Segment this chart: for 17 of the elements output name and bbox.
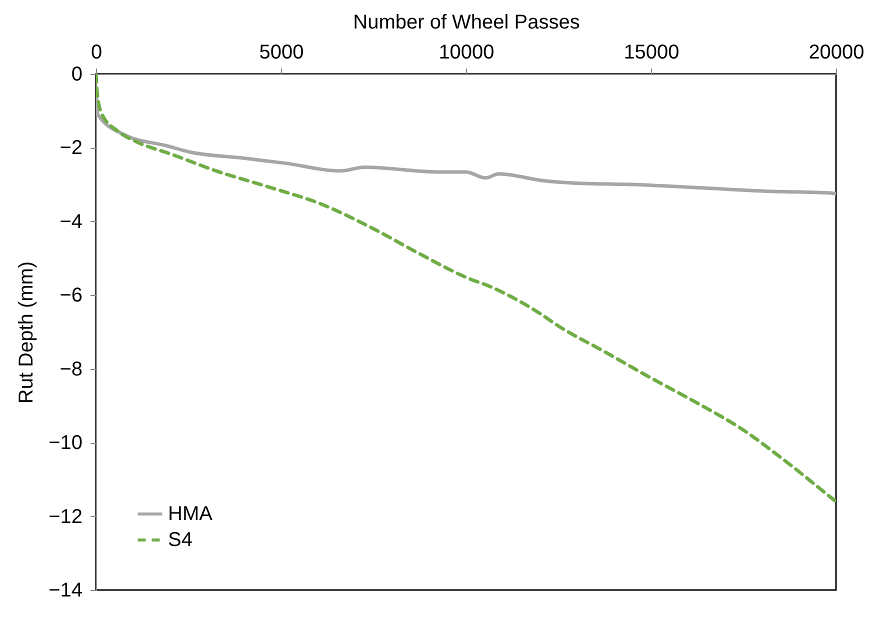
y-tick-label: −4 (60, 210, 82, 233)
x-tick-label: 0 (90, 42, 102, 64)
y-tick-label: −12 (48, 506, 82, 528)
y-tick-label: −8 (60, 358, 82, 380)
legend-label: HMA (168, 503, 214, 525)
y-tick-label: −2 (60, 137, 82, 160)
legend-label: S4 (168, 529, 192, 551)
y-axis-title: Rut Depth (mm) (16, 261, 38, 404)
x-tick-label: 15000 (624, 42, 680, 64)
y-tick-label: −6 (60, 284, 82, 307)
x-tick-label: 10000 (438, 42, 494, 64)
y-tick-label: 0 (71, 64, 82, 86)
x-tick-label: 20000 (808, 42, 864, 64)
x-axis-title: Number of Wheel Passes (353, 12, 580, 34)
y-tick-label: −10 (48, 432, 82, 454)
x-tick-label: 5000 (259, 42, 304, 64)
y-tick-label: −14 (48, 580, 82, 602)
